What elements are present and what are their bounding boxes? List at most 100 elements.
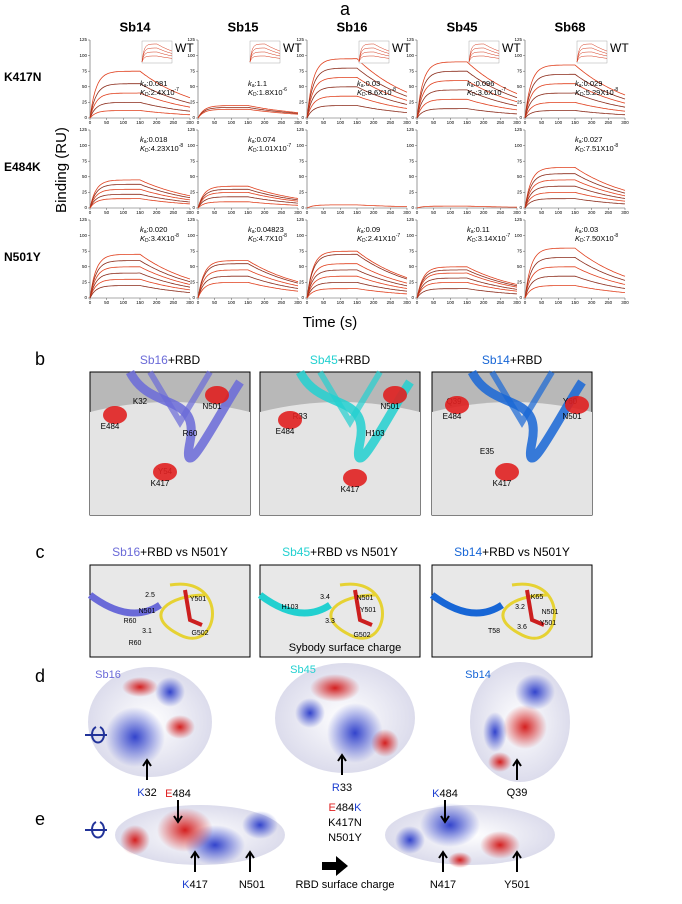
text-span: 3.4X10 <box>151 234 175 243</box>
binding-curve <box>306 263 408 299</box>
kd-annotation: KD:2.41X10-7 <box>357 233 400 244</box>
text-span: -8 <box>179 143 184 149</box>
y-tick-label: 0 <box>519 205 522 210</box>
x-tick-label: 50 <box>539 210 545 215</box>
text-span: +RBD vs N501Y <box>140 545 228 559</box>
y-tick-label: 0 <box>411 115 414 120</box>
binding-curve <box>416 277 518 299</box>
text-span: E <box>165 788 172 800</box>
ka-annotation: ka:0.020 <box>140 225 167 235</box>
text-span: -7 <box>506 233 511 239</box>
kd-annotation: KD:1.8X10-6 <box>248 87 287 98</box>
x-tick-label: 200 <box>370 210 378 215</box>
text-span: : <box>257 234 259 243</box>
residue-sticks <box>353 589 373 627</box>
text-span: 484 <box>336 802 354 814</box>
text-span: D <box>253 148 257 154</box>
text-span: k <box>248 135 253 144</box>
kd-annotation: KD:3.6X10-7 <box>467 87 506 98</box>
residue-label: 3.6 <box>517 624 527 631</box>
text-span: +RBD <box>510 353 543 367</box>
text-span: : <box>147 135 149 144</box>
y-tick-label: 50 <box>82 84 88 89</box>
text-span: 7.51X10 <box>586 144 614 153</box>
binding-curve <box>524 275 626 299</box>
kd-annotation: KD:3.14X10-7 <box>467 233 510 244</box>
x-tick-label: 0 <box>524 120 527 125</box>
residue-label: Y501 <box>504 879 530 891</box>
y-tick-label: 0 <box>84 295 87 300</box>
binding-curve <box>89 179 191 209</box>
binding-curve <box>524 173 626 209</box>
surface-name: Sb16 <box>95 669 121 681</box>
binding-curve <box>524 166 626 209</box>
text-span: -8 <box>392 87 397 93</box>
binding-curve <box>416 108 518 119</box>
y-tick-label: 25 <box>299 100 305 105</box>
x-tick-label: 150 <box>353 210 361 215</box>
text-span: -8 <box>614 87 619 93</box>
text-span: 5.29X10 <box>586 88 614 97</box>
residue-label: N501 <box>562 412 582 421</box>
structure-title: Sb14+RBD <box>482 353 543 367</box>
hotspot <box>445 396 469 414</box>
text-span: : <box>582 79 584 88</box>
text-span: 4.23X10 <box>151 144 179 153</box>
x-tick-label: 150 <box>571 300 579 305</box>
residue-label: Y501 <box>360 607 376 614</box>
text-span: D <box>362 92 366 98</box>
text-span: k <box>467 225 472 234</box>
ka-annotation: ka:0.096 <box>467 79 494 89</box>
residue-sticks <box>183 589 203 627</box>
x-tick-label: 200 <box>480 300 488 305</box>
binding-curve <box>524 102 626 119</box>
inset-curve <box>358 47 390 63</box>
binding-curve <box>306 253 408 299</box>
inset-curve <box>576 43 608 63</box>
x-tick-label: 200 <box>480 120 488 125</box>
kd-annotation: KD:5.29X10-8 <box>575 87 618 98</box>
binding-curve <box>306 288 408 299</box>
binding-curve <box>197 108 299 119</box>
y-tick-label: 125 <box>514 127 522 132</box>
inset-label: WT <box>175 41 194 55</box>
y-tick-label: 0 <box>519 115 522 120</box>
hotspot <box>278 411 302 429</box>
text-span: : <box>582 135 584 144</box>
text-span: K <box>182 879 190 891</box>
x-tick-label: 100 <box>337 300 345 305</box>
x-tick-label: 200 <box>153 120 161 125</box>
binding-curve <box>524 285 626 299</box>
residue-label: H103 <box>282 604 299 611</box>
y-tick-label: 100 <box>296 143 304 148</box>
text-span: K <box>432 788 440 800</box>
arrow <box>142 758 152 780</box>
inset-curve <box>249 51 281 63</box>
text-span: : <box>257 88 259 97</box>
positive-patch <box>483 712 507 752</box>
residue-label: K417 <box>341 485 360 494</box>
arrow <box>337 753 347 775</box>
text-span: -8 <box>283 233 288 239</box>
text-span: D <box>145 148 149 154</box>
binding-curve <box>197 275 299 299</box>
structure-title: Sb16+RBD vs N501Y <box>112 545 228 559</box>
inset-curve <box>141 47 173 63</box>
x-tick-label: 100 <box>555 210 563 215</box>
binding-curve <box>524 185 626 209</box>
inset-label: WT <box>610 41 629 55</box>
text-span: N501 <box>239 879 265 891</box>
text-span: : <box>149 234 151 243</box>
x-tick-label: 50 <box>321 300 327 305</box>
structure-title: Sb14+RBD vs N501Y <box>454 545 570 559</box>
text-span: a <box>144 139 147 145</box>
text-span: a <box>252 139 255 145</box>
y-tick-label: 75 <box>190 68 196 73</box>
x-tick-label: 0 <box>197 210 200 215</box>
y-tick-label: 50 <box>299 174 305 179</box>
binding-curve <box>89 70 191 119</box>
text-span: K <box>357 88 363 97</box>
x-tick-label: 200 <box>588 120 596 125</box>
text-span: 2.4X10 <box>151 88 175 97</box>
x-tick-label: 150 <box>244 120 252 125</box>
